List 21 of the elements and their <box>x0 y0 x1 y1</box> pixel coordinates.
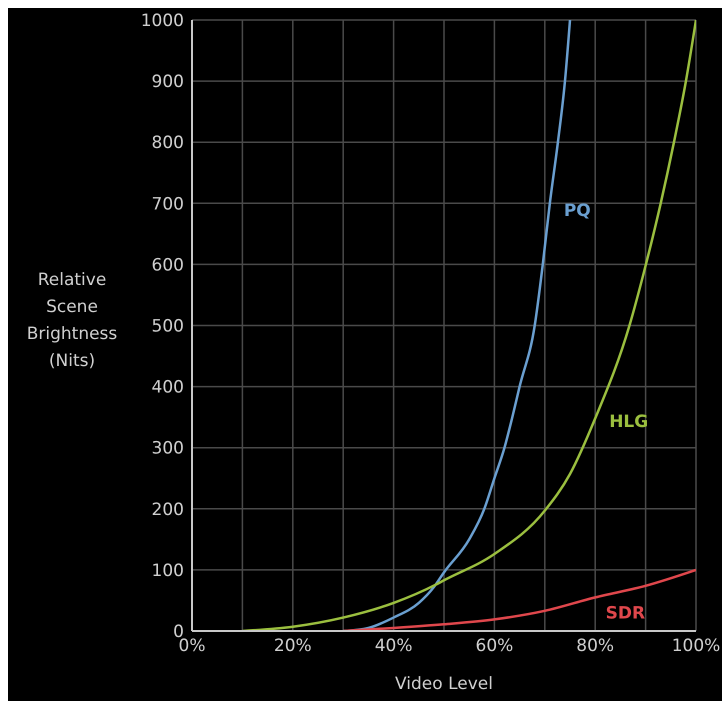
x-tick-label: 80% <box>576 636 614 656</box>
y-tick-label: 1000 <box>140 11 184 32</box>
x-tick-label: 60% <box>476 636 514 656</box>
y-tick-label: 500 <box>152 316 184 337</box>
line-series <box>342 568 696 631</box>
y-tick-label: 200 <box>152 500 184 520</box>
x-tick-label: 100% <box>672 636 720 656</box>
y-axis-title: Relative Scene Brightness (Nits) <box>26 270 118 371</box>
x-axis-title: Video Level <box>395 674 493 694</box>
y-tick-label: 400 <box>152 378 184 398</box>
y-tick-label: 600 <box>152 255 184 276</box>
series-label: HLG <box>609 412 648 432</box>
series-label: SDR <box>606 603 646 624</box>
y-tick-label: 900 <box>152 72 184 92</box>
y-tick-label: 100 <box>152 560 184 581</box>
series-label: PQ <box>564 200 591 221</box>
y-tick-label: 300 <box>152 438 184 459</box>
y-tick-label: 800 <box>152 133 184 154</box>
x-tick-label: 40% <box>374 636 412 656</box>
y-tick-label: 700 <box>152 194 184 214</box>
x-tick-label: 20% <box>274 636 312 656</box>
